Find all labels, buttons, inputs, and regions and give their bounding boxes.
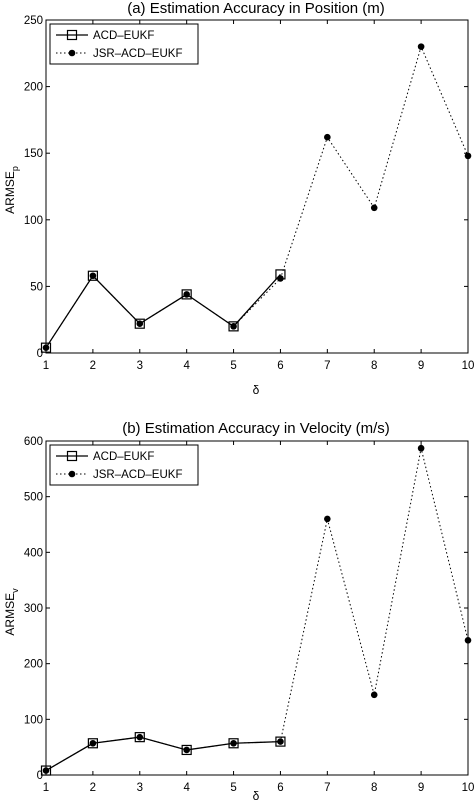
data-point-jsr-acd-eukf bbox=[183, 291, 190, 298]
data-point-jsr-acd-eukf bbox=[324, 133, 331, 141]
legend-marker-square bbox=[66, 450, 78, 462]
data-point-jsr-acd-eukf bbox=[136, 320, 144, 327]
data-point-acd-eukf bbox=[40, 342, 52, 353]
data-point-jsr-acd-eukf bbox=[464, 636, 472, 644]
x-axis-label: δ bbox=[253, 789, 260, 803]
y-tick-label: 100 bbox=[24, 215, 43, 227]
y-tick-label: 100 bbox=[24, 714, 43, 726]
data-point-jsr-acd-eukf bbox=[417, 444, 425, 452]
data-point-jsr-acd-eukf bbox=[42, 767, 50, 774]
legend-marker-circle bbox=[68, 49, 76, 57]
x-tick-label: 9 bbox=[418, 360, 424, 372]
x-tick-label: 4 bbox=[183, 782, 190, 794]
y-tick-label: 600 bbox=[24, 436, 43, 448]
x-tick-label: 5 bbox=[230, 360, 236, 372]
data-point-jsr-acd-eukf bbox=[370, 691, 378, 699]
x-tick-label: 8 bbox=[371, 782, 377, 794]
y-axis-label: ARMSEv bbox=[3, 588, 20, 636]
legend-marker-square bbox=[66, 29, 78, 41]
x-tick-label: 1 bbox=[43, 782, 49, 794]
chart-velocity: (b) Estimation Accuracy in Velocity (m/s… bbox=[3, 420, 474, 803]
x-tick-label: 2 bbox=[90, 360, 96, 372]
x-tick-label: 3 bbox=[137, 360, 143, 372]
data-point-acd-eukf bbox=[228, 321, 239, 332]
x-tick-label: 4 bbox=[183, 360, 190, 372]
plot-frame bbox=[45, 440, 469, 776]
chart-title: (a) Estimation Accuracy in Position (m) bbox=[127, 0, 385, 17]
series-line-acd-eukf bbox=[45, 273, 281, 349]
data-point-acd-eukf bbox=[134, 732, 145, 743]
x-tick-label: 5 bbox=[230, 782, 236, 794]
y-tick-label: 300 bbox=[24, 603, 43, 615]
data-point-jsr-acd-eukf bbox=[42, 344, 50, 351]
data-point-jsr-acd-eukf bbox=[324, 515, 331, 523]
data-point-jsr-acd-eukf bbox=[277, 275, 284, 282]
chart-title: (b) Estimation Accuracy in Velocity (m/s… bbox=[122, 420, 390, 437]
data-point-acd-eukf bbox=[228, 738, 239, 749]
data-point-jsr-acd-eukf bbox=[277, 738, 284, 745]
x-tick-label: 10 bbox=[462, 782, 474, 794]
data-point-acd-eukf bbox=[275, 736, 286, 747]
y-tick-label: 200 bbox=[24, 659, 43, 671]
legend-label: ACD–EUKF bbox=[93, 30, 154, 42]
legend-label: JSR–ACD–EUKF bbox=[93, 48, 182, 60]
series-line-jsr-acd-eukf bbox=[45, 448, 469, 771]
x-tick-label: 3 bbox=[137, 782, 143, 794]
data-point-jsr-acd-eukf bbox=[89, 272, 97, 280]
y-tick-label: 400 bbox=[24, 547, 43, 559]
data-point-acd-eukf bbox=[87, 270, 98, 281]
x-tick-label: 1 bbox=[43, 360, 49, 372]
data-point-jsr-acd-eukf bbox=[370, 204, 378, 212]
series-line-jsr-acd-eukf bbox=[45, 45, 469, 348]
data-point-jsr-acd-eukf bbox=[230, 323, 237, 330]
y-tick-label: 500 bbox=[24, 492, 43, 504]
x-tick-label: 6 bbox=[277, 782, 283, 794]
y-tick-label: 50 bbox=[30, 281, 43, 293]
y-tick-label: 0 bbox=[37, 770, 43, 782]
x-tick-label: 2 bbox=[90, 782, 96, 794]
x-axis-label: δ bbox=[253, 383, 260, 397]
x-tick-label: 9 bbox=[418, 782, 424, 794]
data-point-jsr-acd-eukf bbox=[136, 733, 144, 741]
y-tick-label: 150 bbox=[24, 148, 43, 160]
series-line-acd-eukf bbox=[45, 736, 281, 772]
y-axis-label: ARMSEp bbox=[3, 166, 20, 214]
x-tick-label: 7 bbox=[324, 782, 330, 794]
y-tick-label: 250 bbox=[24, 15, 43, 27]
data-point-acd-eukf bbox=[87, 738, 98, 749]
legend-label: JSR–ACD–EUKF bbox=[93, 469, 182, 481]
x-tick-label: 8 bbox=[371, 360, 377, 372]
legend-label: ACD–EUKF bbox=[93, 451, 154, 463]
data-point-jsr-acd-eukf bbox=[89, 739, 97, 747]
data-point-acd-eukf bbox=[181, 744, 192, 756]
x-tick-label: 10 bbox=[462, 360, 474, 372]
chart-position: (a) Estimation Accuracy in Position (m) … bbox=[3, 0, 474, 397]
y-tick-label: 0 bbox=[37, 348, 43, 360]
data-point-acd-eukf bbox=[134, 318, 145, 329]
data-point-jsr-acd-eukf bbox=[230, 739, 237, 747]
data-point-acd-eukf bbox=[40, 765, 52, 776]
y-tick-label: 200 bbox=[24, 82, 43, 94]
data-point-jsr-acd-eukf bbox=[464, 152, 472, 160]
x-tick-label: 6 bbox=[277, 360, 283, 372]
legend-marker-circle bbox=[68, 470, 76, 478]
data-point-acd-eukf bbox=[181, 289, 192, 300]
plot-frame bbox=[45, 19, 469, 354]
data-point-jsr-acd-eukf bbox=[183, 746, 190, 754]
data-point-jsr-acd-eukf bbox=[417, 43, 425, 50]
x-tick-label: 7 bbox=[324, 360, 330, 372]
